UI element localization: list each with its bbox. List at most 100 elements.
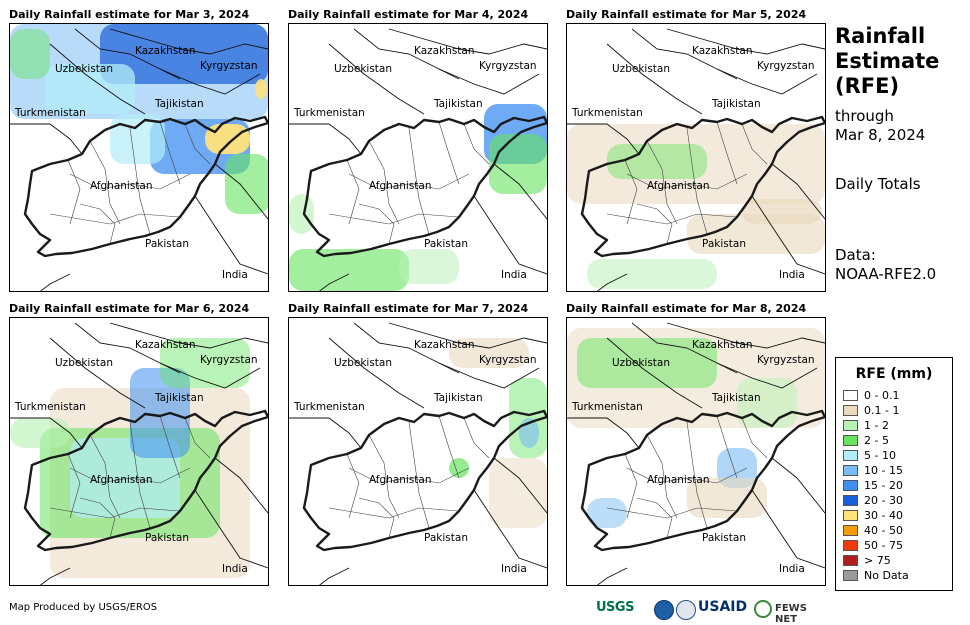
country-border (194, 489, 268, 569)
province-boundary (79, 203, 116, 245)
province-boundary (129, 421, 151, 529)
province-boundary (49, 213, 181, 225)
country-border (159, 362, 261, 389)
country-label: Turkmenistan (571, 401, 643, 413)
legend-swatch (843, 525, 858, 536)
rainfall-map: Kazakhstan Kyrgyzstan Uzbekistan Tajikistan… (288, 23, 548, 292)
map-canvas: Kazakhstan Kyrgyzstan Uzbekistan Tajikistan… (289, 28, 547, 291)
country-label: India (779, 269, 805, 281)
logo-strip: USGS USAID FEWS NET (596, 598, 826, 625)
country-border (596, 567, 628, 585)
province-boundary (89, 140, 121, 225)
legend-item: 10 - 15 (843, 464, 903, 478)
legend-label: 15 - 20 (864, 479, 903, 492)
country-label: Uzbekistan (612, 63, 670, 75)
country-label: Turkmenistan (14, 401, 86, 413)
province-boundary (463, 417, 490, 459)
country-label: India (222, 563, 248, 575)
legend-swatch (843, 570, 858, 581)
country-label: Turkmenistan (293, 401, 365, 413)
country-label: Kazakhstan (692, 339, 753, 351)
legend-item: 0.1 - 1 (843, 404, 899, 418)
legend-item: > 75 (843, 554, 891, 568)
usaid-logo: USAID (698, 599, 748, 615)
legend-item: 5 - 10 (843, 449, 896, 463)
legend-label: No Data (864, 569, 909, 582)
country-border (194, 195, 268, 275)
noaa-logo-icon (654, 600, 674, 620)
province-boundary (159, 415, 181, 479)
rain-area (577, 338, 717, 388)
legend-label: 0 - 0.1 (864, 389, 900, 402)
province-boundary (358, 203, 395, 245)
country-border (666, 28, 825, 55)
country-label: Tajikistan (711, 98, 761, 110)
country-label: Uzbekistan (55, 357, 113, 369)
rain-area (130, 368, 190, 458)
country-border (10, 417, 83, 449)
country-border (771, 457, 825, 514)
rain-area (687, 478, 767, 518)
province-boundary (348, 467, 470, 484)
title-line: Rainfall (835, 24, 926, 48)
country-label: Tajikistan (154, 392, 204, 404)
country-border (318, 567, 350, 585)
map-panel-4: Daily Rainfall estimate for Mar 6, 2024 … (9, 302, 269, 588)
legend-label: 1 - 2 (864, 419, 889, 432)
country-label: Kyrgyzstan (757, 60, 815, 72)
province-boundary (438, 121, 460, 185)
province-boundary (626, 173, 748, 190)
country-label: Afghanistan (90, 474, 153, 486)
country-border (606, 337, 703, 409)
country-border (318, 273, 350, 291)
country-border (388, 322, 547, 349)
country-border (716, 68, 818, 95)
province-boundary (626, 467, 748, 484)
map-canvas: Kazakhstan Kyrgyzstan Uzbekistan Tajikistan… (567, 322, 825, 585)
country-border (666, 322, 825, 349)
panel-title: Daily Rainfall estimate for Mar 4, 2024 (288, 8, 529, 21)
rain-area (100, 24, 268, 84)
title-line: (RFE) (835, 74, 900, 98)
rainfall-map: Kazakhstan Kyrgyzstan Uzbekistan Tajikistan… (9, 317, 269, 586)
province-boundary (184, 417, 211, 459)
rain-area (587, 498, 627, 528)
legend-label: 20 - 30 (864, 494, 903, 507)
panel-title: Daily Rainfall estimate for Mar 5, 2024 (566, 8, 807, 21)
province-boundary (328, 507, 460, 519)
country-label: Afghanistan (647, 180, 710, 192)
country-border (214, 457, 268, 514)
country-border (716, 362, 818, 389)
legend-swatch (843, 465, 858, 476)
country-label: Pakistan (424, 238, 468, 250)
rain-area (607, 144, 707, 179)
province-boundary (89, 434, 121, 519)
country-label: Tajikistan (154, 98, 204, 110)
country-border (751, 195, 825, 275)
province-boundary (328, 213, 460, 225)
province-boundary (69, 467, 191, 484)
country-border (39, 567, 71, 585)
rain-area (489, 458, 547, 528)
map-canvas: Kazakhstan Kyrgyzstan Uzbekistan Tajikistan… (10, 322, 268, 585)
province-boundary (438, 415, 460, 479)
state-department-seal-icon (676, 600, 696, 620)
province-boundary (716, 121, 738, 185)
province-boundary (49, 507, 181, 519)
country-label: India (501, 269, 527, 281)
map-panel-5: Daily Rainfall estimate for Mar 7, 2024 … (288, 302, 548, 588)
country-label: Kyrgyzstan (479, 60, 537, 72)
legend: RFE (mm) 0 - 0.1 0.1 - 1 1 - 2 2 - 5 5 - 10 1… (835, 357, 953, 591)
afghanistan-border (302, 115, 547, 258)
map-panel-3: Daily Rainfall estimate for Mar 5, 2024 … (566, 8, 826, 294)
totals-label: Daily Totals (835, 175, 921, 193)
panel-title: Daily Rainfall estimate for Mar 6, 2024 (9, 302, 250, 315)
legend-swatch (843, 480, 858, 491)
legend-item: 30 - 40 (843, 509, 903, 523)
panel-title: Daily Rainfall estimate for Mar 3, 2024 (9, 8, 250, 21)
country-border (388, 28, 547, 55)
country-border (473, 489, 547, 569)
country-label: Afghanistan (90, 180, 153, 192)
province-boundary (358, 497, 395, 539)
legend-swatch (843, 405, 858, 416)
